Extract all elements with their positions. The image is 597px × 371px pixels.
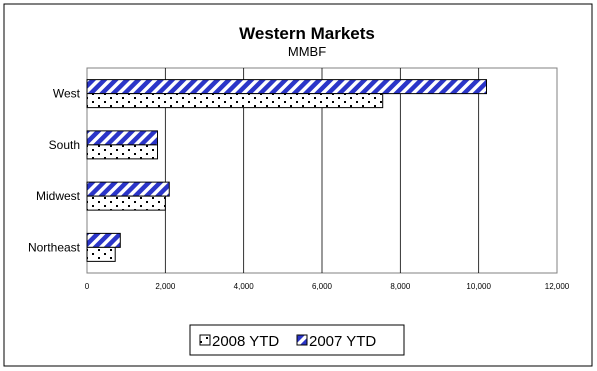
legend-swatch-2007 — [296, 334, 308, 346]
bar — [86, 195, 166, 211]
bar — [86, 79, 487, 95]
x-tick-label: 8,000 — [390, 282, 411, 291]
legend-label-2007: 2007 YTD — [309, 333, 376, 350]
x-tick-label: 12,000 — [545, 282, 570, 291]
chart-subtitle: MMBF — [288, 44, 326, 59]
category-label: South — [49, 138, 80, 152]
legend: 2008 YTD 2007 YTD — [189, 324, 405, 356]
category-label: Midwest — [36, 189, 81, 203]
x-tick-label: 2,000 — [155, 282, 176, 291]
legend-swatch-2008 — [199, 334, 211, 346]
category-labels: West South Midwest Northeast — [28, 87, 81, 255]
bar — [86, 232, 121, 248]
x-tick-label: 4,000 — [234, 282, 255, 291]
x-tick-labels: 0 2,000 4,000 6,000 8,000 10,000 12,000 — [85, 282, 570, 291]
x-tick-label: 6,000 — [312, 282, 333, 291]
category-label: Northeast — [28, 240, 81, 254]
bar — [86, 130, 158, 146]
chart-title: Western Markets — [239, 24, 375, 43]
bar — [86, 144, 158, 160]
legend-label-2008: 2008 YTD — [212, 333, 279, 350]
bar — [86, 181, 170, 197]
category-label: West — [53, 87, 81, 101]
bar — [86, 246, 116, 262]
x-tick-label: 10,000 — [466, 282, 491, 291]
bar — [86, 93, 384, 109]
bars — [86, 79, 487, 262]
x-tick-label: 0 — [85, 282, 90, 291]
